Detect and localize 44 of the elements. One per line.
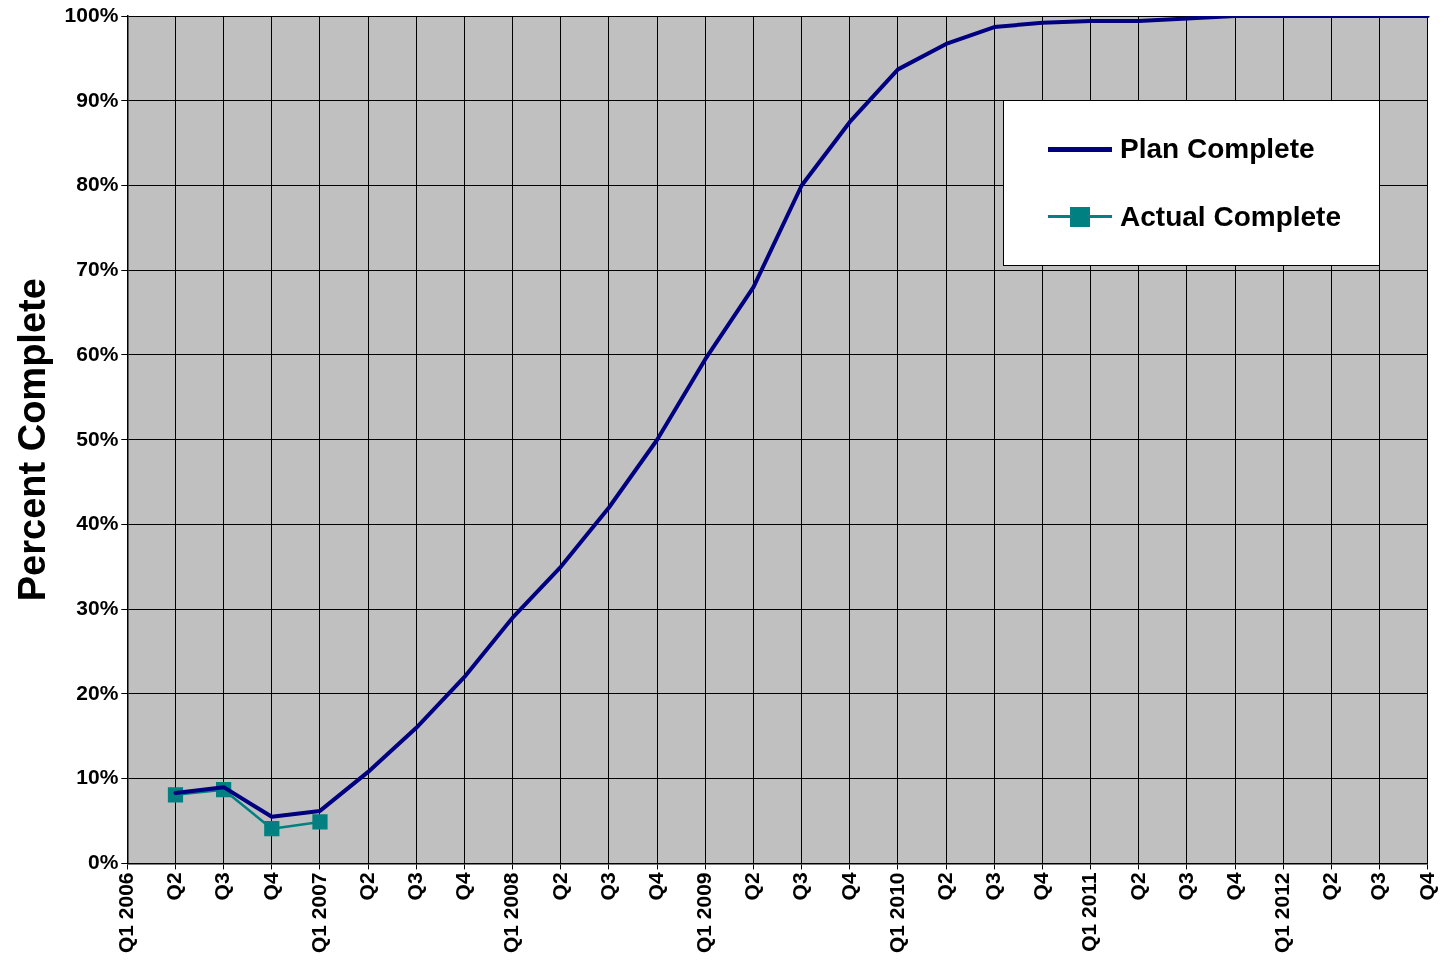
x-tick-label: Q1 2012 xyxy=(1270,872,1294,954)
x-tick-label: Q3 xyxy=(788,872,812,901)
point xyxy=(312,814,328,830)
x-tick-label: Q2 xyxy=(354,872,378,901)
x-tick-label: Q1 2007 xyxy=(306,872,330,954)
x-tick-label: Q4 xyxy=(258,872,282,901)
y-tick-label: 30% xyxy=(76,596,119,619)
x-tick-label: Q4 xyxy=(836,872,860,901)
x-tick-label: Q3 xyxy=(1366,872,1390,901)
x-tick-label: Q3 xyxy=(1173,872,1197,901)
x-tick-label: Q2 xyxy=(1125,872,1149,901)
x-tick-label: Q3 xyxy=(981,872,1005,901)
x-tick-label: Q2 xyxy=(547,872,571,901)
y-tick-label: 40% xyxy=(76,511,119,535)
x-tick-label: Q1 2009 xyxy=(692,872,716,954)
x-tick-label: Q1 2011 xyxy=(1077,872,1101,952)
x-tick-label: Q1 2008 xyxy=(499,872,523,954)
x-tick-label: Q4 xyxy=(1221,872,1245,901)
legend-label: Actual Complete xyxy=(1120,201,1341,233)
x-tick-label: Q3 xyxy=(403,872,427,901)
x-tick-label: Q2 xyxy=(162,872,186,901)
x-tick-label: Q1 2006 xyxy=(114,872,138,954)
legend-label: Plan Complete xyxy=(1120,133,1315,165)
y-tick-label: 10% xyxy=(76,765,119,789)
x-tick-label: Q2 xyxy=(932,872,956,901)
x-tick-label: Q2 xyxy=(740,872,764,901)
y-tick-label: 80% xyxy=(76,172,119,196)
x-tick-label: Q4 xyxy=(1029,872,1053,901)
y-tick-label: 0% xyxy=(87,850,119,874)
y-tick-label: 70% xyxy=(76,257,119,281)
y-tick-label: 50% xyxy=(76,426,119,450)
x-tick-label: Q2 xyxy=(1318,872,1342,901)
x-tick-label: Q4 xyxy=(643,872,667,901)
x-tick-label: Q1 2010 xyxy=(884,872,908,954)
point xyxy=(264,821,280,837)
y-tick-label: 20% xyxy=(76,680,119,704)
x-tick-label: Q3 xyxy=(210,872,234,901)
x-tick-label: Q4 xyxy=(451,872,475,901)
y-tick-label: 60% xyxy=(76,341,119,365)
y-axis-title: Percent Complete xyxy=(11,278,54,602)
x-tick-label: Q4 xyxy=(1414,872,1438,901)
x-tick-label: Q3 xyxy=(595,872,619,901)
y-tick-label: 90% xyxy=(76,87,119,111)
y-tick-label: 100% xyxy=(64,2,119,26)
